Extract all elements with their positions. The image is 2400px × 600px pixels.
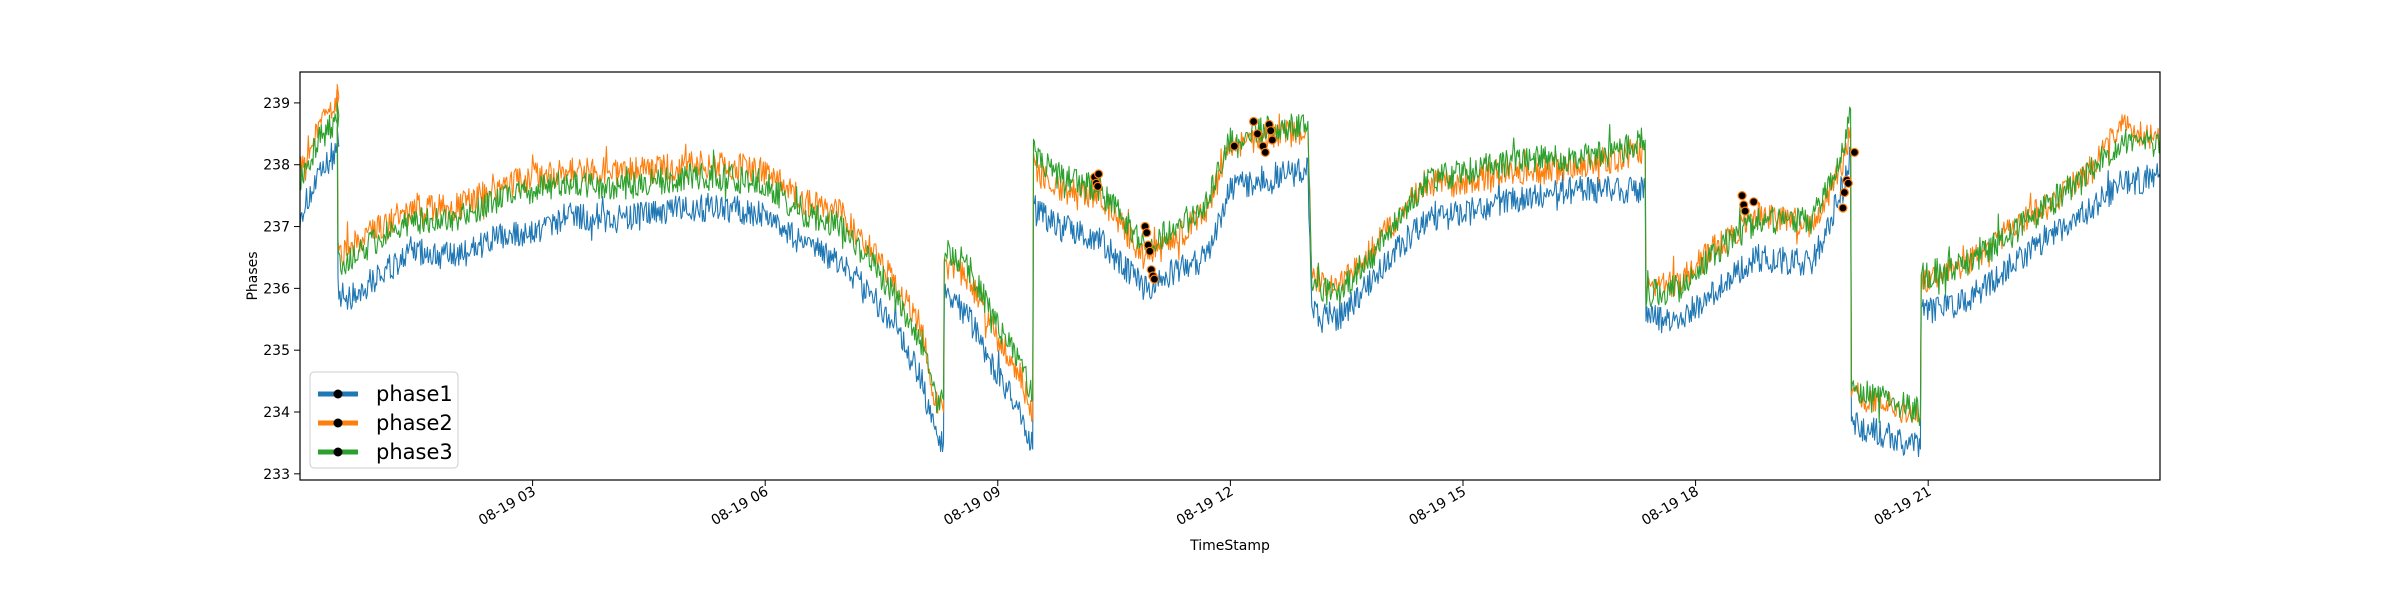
marked-point bbox=[1843, 178, 1853, 188]
y-tick-label: 234 bbox=[263, 405, 290, 421]
phase3-line bbox=[300, 102, 2160, 427]
marked-point bbox=[1839, 187, 1850, 198]
phase3-legend-marker bbox=[333, 447, 343, 457]
y-tick-label: 235 bbox=[263, 343, 290, 359]
marked-point bbox=[1749, 197, 1759, 207]
y-axis-label: Phases bbox=[245, 251, 261, 300]
marked-point bbox=[1737, 191, 1747, 201]
marked-point bbox=[1740, 206, 1750, 216]
phase1-line bbox=[300, 127, 2160, 458]
series-layer bbox=[300, 83, 2160, 458]
y-tick-label: 236 bbox=[263, 281, 290, 297]
phase2-line bbox=[300, 83, 2160, 424]
y-axis: 233 234 235 236 237 238 239 bbox=[263, 96, 300, 483]
phase2-legend-marker bbox=[333, 418, 343, 428]
marked-point bbox=[1849, 147, 1860, 157]
marked-point bbox=[1093, 169, 1104, 179]
marked-point bbox=[1248, 116, 1259, 127]
marked-point bbox=[1252, 129, 1263, 139]
phase3-legend-label: phase3 bbox=[376, 440, 453, 464]
y-tick-label: 237 bbox=[263, 220, 290, 236]
marked-point bbox=[1266, 126, 1276, 136]
phase1-legend-marker bbox=[333, 389, 343, 399]
marked-point bbox=[1838, 203, 1848, 213]
marked-point bbox=[1260, 147, 1270, 157]
y-tick-label: 239 bbox=[263, 96, 290, 112]
legend: phase1 phase2 phase3 bbox=[309, 371, 459, 469]
marked-point bbox=[1093, 181, 1103, 191]
marked-point bbox=[1149, 274, 1160, 284]
y-tick-label: 238 bbox=[263, 158, 290, 174]
marked-point bbox=[1142, 228, 1152, 238]
phase2-legend-label: phase2 bbox=[376, 411, 453, 435]
phase1-legend-label: phase1 bbox=[376, 382, 453, 406]
marked-point bbox=[1229, 141, 1239, 151]
y-tick-label: 233 bbox=[263, 467, 290, 483]
marked-points-layer bbox=[1090, 116, 1860, 284]
marked-point bbox=[1145, 246, 1155, 256]
marked-point bbox=[1267, 135, 1277, 145]
x-axis-label: TimeStamp bbox=[1189, 538, 1270, 554]
